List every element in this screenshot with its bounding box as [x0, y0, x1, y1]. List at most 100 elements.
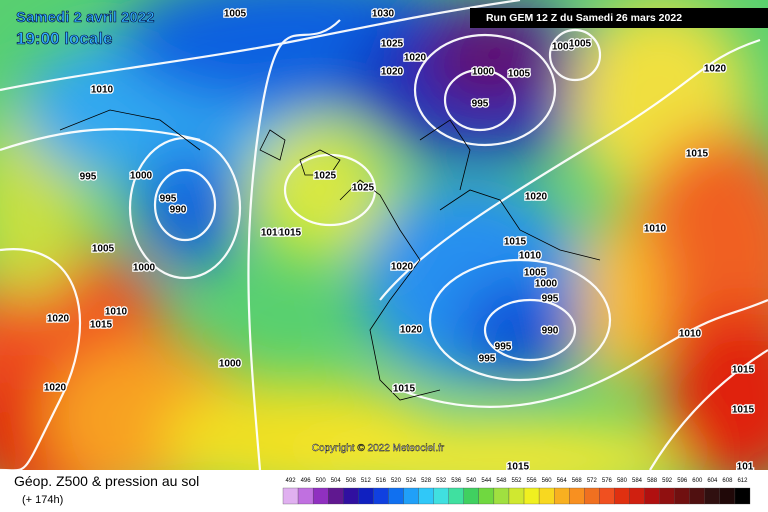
- isobar-label: 1015: [504, 237, 527, 248]
- legend-level: 596: [677, 478, 688, 484]
- legend-swatch: [463, 487, 479, 505]
- isobar-label: 1020: [400, 325, 423, 336]
- legend-level: 560: [542, 478, 553, 484]
- legend-swatch: [614, 487, 630, 505]
- isobar-label: 1025: [352, 183, 375, 194]
- legend-level: 524: [406, 478, 417, 484]
- isobar-label: 1020: [525, 192, 548, 203]
- isobar-label: 1000: [133, 263, 156, 274]
- legend-swatch: [734, 487, 751, 505]
- isobar-label: 995: [472, 99, 489, 110]
- legend-level: 576: [602, 478, 613, 484]
- isobar-label: 1005: [224, 9, 247, 20]
- legend-swatch: [373, 487, 389, 505]
- legend-level: 532: [436, 478, 447, 484]
- valid-time: 19:00 locale: [16, 29, 112, 48]
- isobar-label: 1020: [404, 53, 427, 64]
- run-banner: [470, 8, 768, 28]
- color-legend: 492 496 500 504 508 512 516 520 524 528 532 536 540 5…: [282, 478, 751, 505]
- legend-swatch: [508, 487, 525, 505]
- legend-swatch: [418, 487, 434, 505]
- isobar-label: 1010: [261, 228, 284, 239]
- legend-swatch: [674, 487, 690, 505]
- forecast-lead: (+ 174h): [22, 494, 63, 506]
- isobar-label: 995: [160, 194, 177, 205]
- isobar-label: 1005: [524, 268, 547, 279]
- legend-swatch: [478, 487, 495, 505]
- legend-swatch: [538, 487, 555, 505]
- legend-level: 504: [331, 478, 342, 484]
- legend-swatch: [599, 487, 615, 505]
- isobar-label: 1005: [508, 69, 531, 80]
- legend-swatch: [554, 487, 570, 505]
- legend-level: 552: [511, 478, 522, 484]
- isobar-label: 1020: [44, 383, 67, 394]
- isobar-label: 1015: [279, 228, 302, 239]
- legend-level: 608: [722, 478, 733, 484]
- legend-level: 516: [376, 478, 387, 484]
- isobar-label: 1015: [393, 384, 416, 395]
- isobar-label: 1020: [391, 262, 414, 273]
- isobar-label: 1015: [90, 320, 113, 331]
- legend-swatch: [358, 487, 374, 505]
- isobar-label: 1015: [732, 365, 755, 376]
- legend-level: 508: [346, 478, 357, 484]
- isobar-label: 990: [170, 205, 187, 216]
- isobar-label: 1010: [105, 307, 128, 318]
- legend-level: 512: [361, 478, 372, 484]
- isobar-label: 1000: [472, 67, 495, 78]
- legend-swatch: [493, 487, 510, 505]
- legend-swatch: [523, 487, 540, 505]
- legend-level: 528: [421, 478, 432, 484]
- legend-level: 492: [286, 478, 297, 484]
- legend-level: 520: [391, 478, 402, 484]
- legend-swatch: [282, 487, 299, 505]
- isobar-label: 1025: [314, 171, 337, 182]
- legend-level: 588: [647, 478, 658, 484]
- legend-level: 592: [662, 478, 673, 484]
- isobar-label: 1005: [92, 244, 115, 255]
- legend-level: 580: [617, 478, 628, 484]
- isobar-label: 1010: [644, 224, 667, 235]
- run-info: Run GEM 12 Z du Samedi 26 mars 2022: [486, 12, 682, 24]
- isobar-label: 1005: [569, 39, 592, 50]
- isobar-label: 995: [479, 354, 496, 365]
- legend-swatch: [448, 487, 464, 505]
- legend-swatch: [312, 487, 329, 505]
- isobar-label: 995: [542, 294, 559, 305]
- valid-date: Samedi 2 avril 2022: [16, 9, 154, 26]
- legend-swatch: [569, 487, 585, 505]
- legend-swatch: [644, 487, 660, 505]
- legend-level: 584: [632, 478, 643, 484]
- legend-swatch: [388, 487, 404, 505]
- isobar-label: 1020: [704, 64, 727, 75]
- legend-swatch: [297, 487, 314, 505]
- legend-level: 612: [737, 478, 748, 484]
- coastlines: [59, 109, 601, 401]
- isobar-label: 1015: [686, 149, 709, 160]
- isobar-label: 1020: [47, 314, 70, 325]
- legend-level: 548: [496, 478, 507, 484]
- isobar-label: 1000: [130, 171, 153, 182]
- legend-level: 540: [466, 478, 477, 484]
- isobar-label: 1030: [372, 9, 395, 20]
- isobar-label: 995: [495, 342, 512, 353]
- isobar-label: 1000: [535, 279, 558, 290]
- isobar-label: 1010: [679, 329, 702, 340]
- legend-level: 536: [451, 478, 462, 484]
- footer-title: Géop. Z500 & pression au sol: [14, 473, 199, 489]
- legend-level: 604: [707, 478, 718, 484]
- legend-swatch: [689, 487, 705, 505]
- isobar-label: 995: [80, 172, 97, 183]
- legend-level: 564: [557, 478, 568, 484]
- legend-level: 544: [481, 478, 492, 484]
- legend-level: 600: [692, 478, 703, 484]
- isobar-label: 1000: [219, 359, 242, 370]
- isobar-label: 1010: [91, 85, 114, 96]
- legend-swatch: [659, 487, 675, 505]
- legend-level: 568: [572, 478, 583, 484]
- isobars: [0, 0, 768, 470]
